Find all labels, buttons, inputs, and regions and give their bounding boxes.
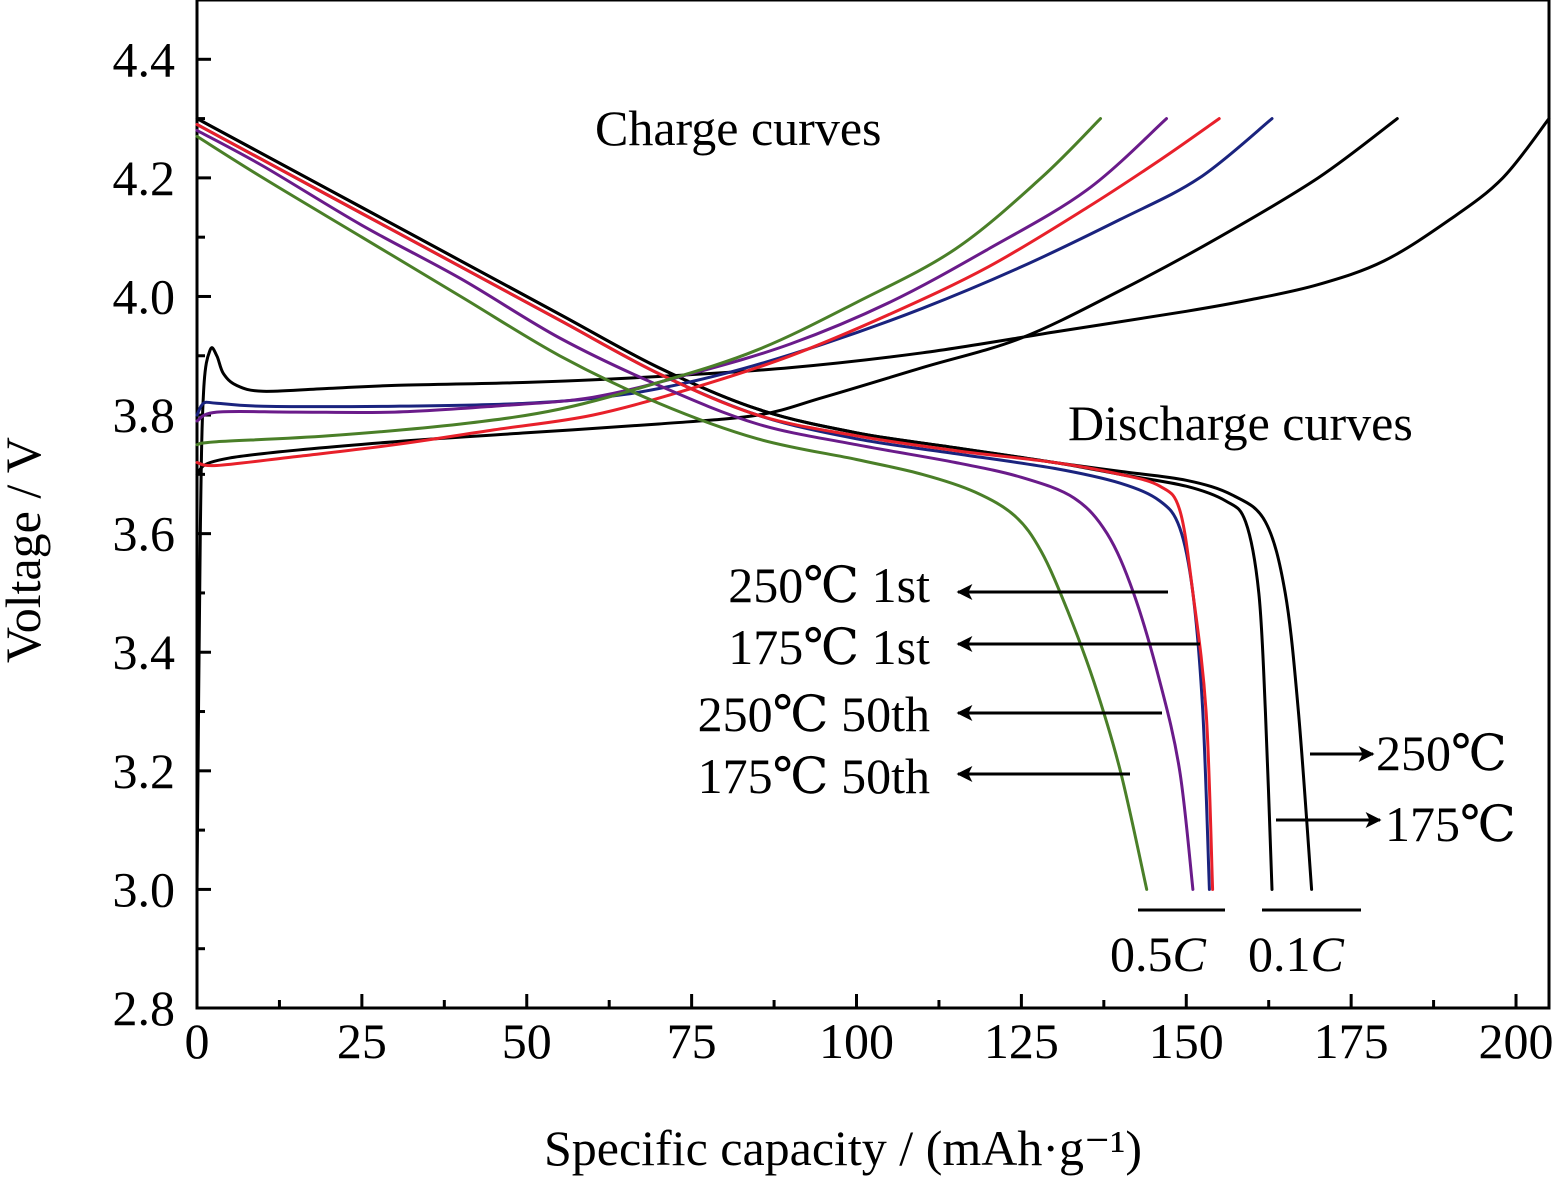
y-axis-title: Voltage / V bbox=[0, 437, 51, 663]
charge-curve-3 bbox=[195, 117, 1274, 417]
rate-01-unit: C bbox=[1311, 926, 1345, 982]
label-175: 175℃ bbox=[1385, 796, 1516, 852]
rate-label-01c: 0.1C bbox=[1248, 926, 1345, 982]
y-tick-label: 3.2 bbox=[113, 743, 176, 799]
y-tick-label: 2.8 bbox=[113, 980, 176, 1036]
charge-curve-1 bbox=[195, 117, 1551, 891]
label-250-50th: 250℃ 50th bbox=[698, 686, 930, 742]
rate-label-05c: 0.5C bbox=[1110, 926, 1207, 982]
rate-05-value: 0.5 bbox=[1110, 926, 1173, 982]
label-175-1st: 175℃ 1st bbox=[728, 619, 930, 675]
y-tick-label: 4.4 bbox=[113, 31, 176, 87]
axis-ticks bbox=[195, 57, 1518, 1010]
x-tick-label: 125 bbox=[984, 1013, 1059, 1069]
y-tick-label: 3.4 bbox=[113, 624, 176, 680]
x-tick-label: 0 bbox=[185, 1013, 210, 1069]
charge-curve-6 bbox=[195, 117, 1102, 447]
x-tick-label: 150 bbox=[1149, 1013, 1224, 1069]
rate-01-value: 0.1 bbox=[1248, 926, 1311, 982]
discharge-curves-label: Discharge curves bbox=[1068, 395, 1413, 451]
x-axis-title: Specific capacity / (mAh·g⁻¹) bbox=[544, 1120, 1142, 1176]
axis-tick-labels: 0 25 50 75 100 125 150 175 200 2.8 3.0 3.2 3.4 3.6 3.8… bbox=[113, 31, 1554, 1069]
charge-curve-4 bbox=[195, 117, 1221, 468]
discharge-curve-6 bbox=[195, 134, 1149, 891]
x-tick-label: 100 bbox=[819, 1013, 894, 1069]
y-tick-label: 4.2 bbox=[113, 150, 176, 206]
discharge-curve-4 bbox=[195, 123, 1215, 891]
discharge-curve-5 bbox=[195, 128, 1195, 891]
y-tick-label: 3.8 bbox=[113, 387, 176, 443]
plot-frame bbox=[195, 0, 1551, 1010]
label-250: 250℃ bbox=[1376, 725, 1507, 781]
charge-curves-label: Charge curves bbox=[595, 100, 881, 156]
rate-05-unit: C bbox=[1173, 926, 1207, 982]
x-tick-label: 200 bbox=[1479, 1013, 1554, 1069]
label-175-50th: 175℃ 50th bbox=[698, 748, 930, 804]
curves bbox=[195, 117, 1551, 891]
y-tick-label: 3.6 bbox=[113, 506, 176, 562]
x-tick-label: 75 bbox=[667, 1013, 717, 1069]
discharge-curve-2 bbox=[195, 117, 1314, 891]
y-tick-label: 3.0 bbox=[113, 861, 176, 917]
label-250-1st: 250℃ 1st bbox=[728, 557, 930, 613]
x-tick-label: 50 bbox=[502, 1013, 552, 1069]
y-tick-label: 4.0 bbox=[113, 268, 176, 324]
x-tick-label: 25 bbox=[337, 1013, 387, 1069]
x-tick-label: 175 bbox=[1314, 1013, 1389, 1069]
charge-curve-2 bbox=[195, 117, 1399, 476]
